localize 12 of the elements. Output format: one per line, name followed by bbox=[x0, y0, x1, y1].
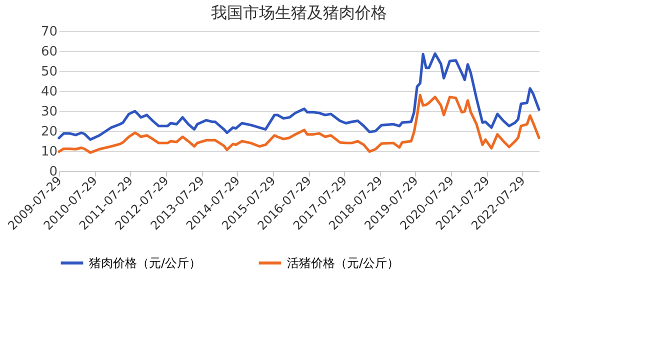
line-series bbox=[58, 52, 540, 141]
y-tick-label: 30 bbox=[40, 104, 58, 120]
chart-title: 我国市场生猪及猪肉价格 bbox=[211, 3, 387, 22]
y-tick-label: 40 bbox=[40, 84, 58, 100]
y-tick-label: 60 bbox=[40, 44, 58, 60]
legend-label: 猪肉价格（元/公斤） bbox=[89, 256, 202, 270]
y-tick-label: 10 bbox=[40, 144, 58, 160]
y-tick-label: 70 bbox=[40, 24, 58, 40]
line-series bbox=[58, 94, 540, 154]
legend-label: 活猪价格（元/公斤） bbox=[287, 256, 400, 270]
y-tick-label: 20 bbox=[40, 124, 58, 140]
y-tick-label: 50 bbox=[40, 64, 58, 80]
